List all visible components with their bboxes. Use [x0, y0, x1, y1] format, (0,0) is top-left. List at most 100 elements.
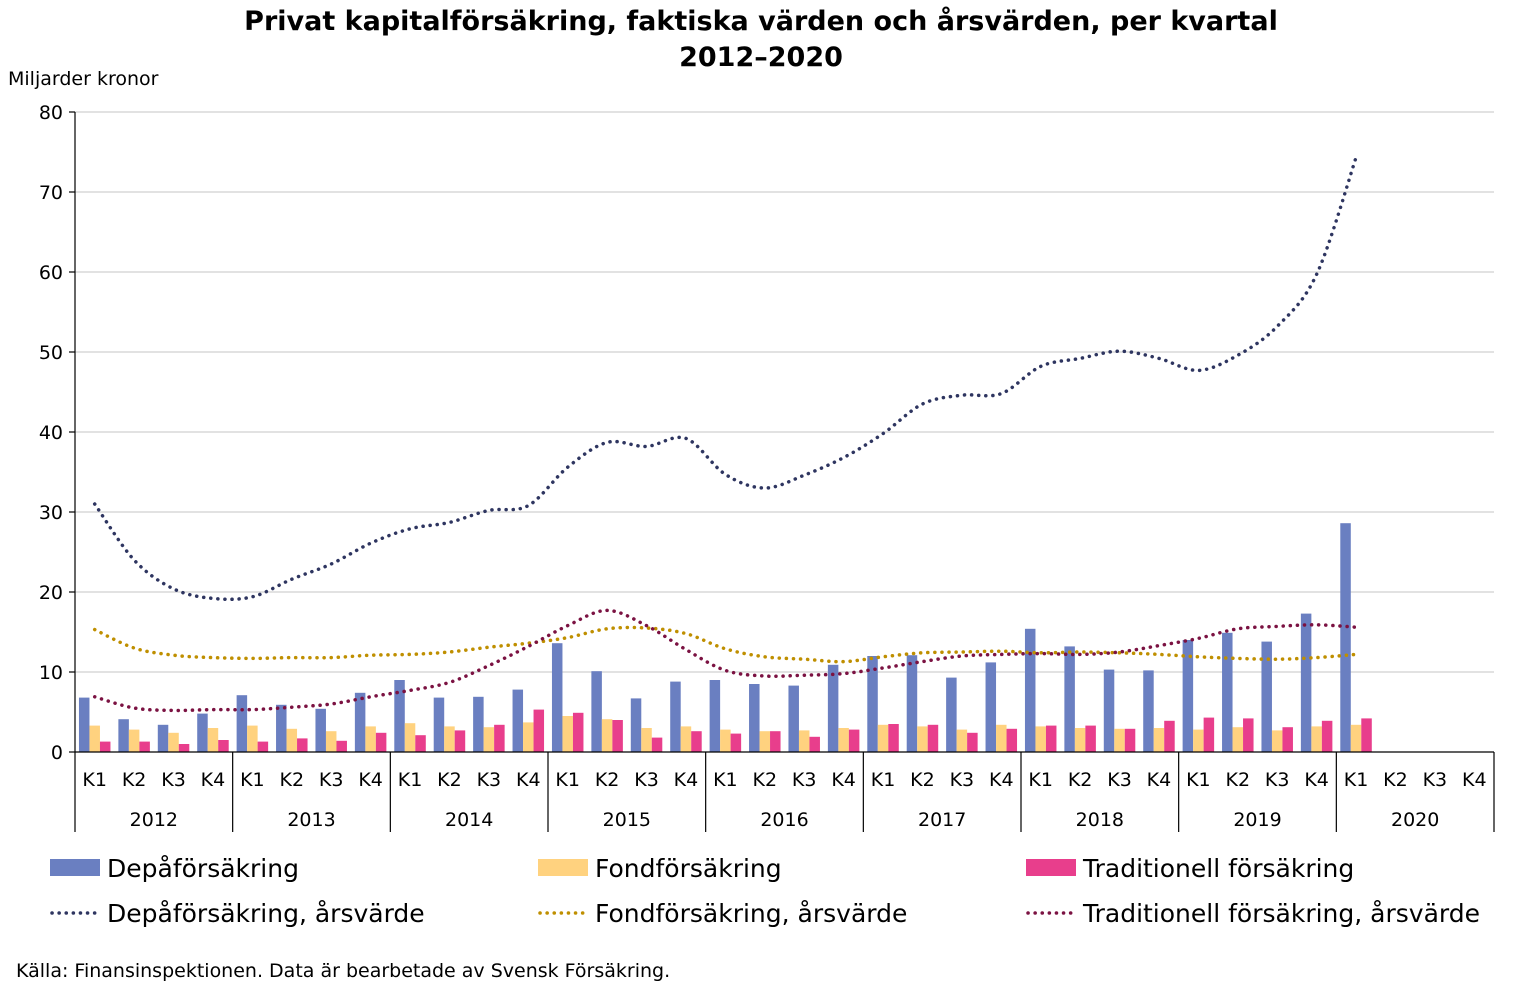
- bar: [1203, 717, 1215, 752]
- x-axis-labels: K1 K2 K3 K4 K1 K2 K3 K4 K1 K2 K3 K4 K1 K2 K3 K4 K1 K2 K3 K4…: [74, 752, 1495, 832]
- year-label: 2020: [1391, 809, 1439, 831]
- legend-label: Depåförsäkring: [107, 854, 299, 883]
- quarter-label: K4: [358, 769, 383, 791]
- bar: [1143, 670, 1154, 752]
- bar: [257, 741, 269, 752]
- y-tick-label: 0: [51, 742, 63, 764]
- quarter-label: K3: [1107, 769, 1132, 791]
- bar: [168, 732, 179, 752]
- bar: [572, 712, 584, 752]
- bar: [512, 689, 524, 752]
- bar: [375, 732, 387, 752]
- y-tick-label: 50: [39, 342, 63, 364]
- bar: [1006, 728, 1018, 752]
- bar: [612, 720, 623, 752]
- bar: [1321, 720, 1333, 752]
- bar: [444, 726, 455, 752]
- quarter-label: K2: [1226, 769, 1251, 791]
- bar: [315, 708, 326, 752]
- gridlines: [75, 111, 1494, 673]
- bar: [236, 695, 248, 752]
- bar: [207, 728, 219, 752]
- year-label: 2013: [287, 809, 335, 831]
- bar: [967, 732, 978, 752]
- bar: [809, 736, 820, 752]
- bar: [838, 728, 849, 752]
- quarter-label: K1: [1028, 769, 1053, 791]
- quarter-label: K3: [319, 769, 344, 791]
- bar: [641, 728, 652, 752]
- legend-swatch: [50, 859, 100, 876]
- bar: [1361, 718, 1372, 752]
- quarter-label: K2: [280, 769, 305, 791]
- bar: [1024, 628, 1036, 752]
- bar: [336, 740, 347, 752]
- bar: [1153, 728, 1165, 752]
- y-tick-label: 20: [39, 582, 63, 604]
- bar: [1045, 725, 1057, 752]
- bar: [827, 664, 839, 752]
- bar: [1350, 724, 1362, 752]
- bar: [247, 725, 258, 752]
- bar: [1232, 727, 1244, 752]
- bar: [1300, 613, 1312, 752]
- quarter-label: K1: [1344, 769, 1369, 791]
- bar: [551, 643, 563, 752]
- bar: [651, 737, 663, 752]
- bar: [415, 735, 426, 752]
- bar: [1340, 523, 1351, 752]
- bar: [1103, 669, 1115, 752]
- quarter-label: K2: [753, 769, 778, 791]
- quarter-label: K1: [398, 769, 423, 791]
- bar: [473, 696, 484, 752]
- bar: [197, 713, 208, 752]
- line-marks: [92, 155, 1358, 713]
- quarter-label: K4: [1462, 769, 1487, 791]
- bar: [1035, 726, 1046, 752]
- bar: [1271, 730, 1283, 752]
- bar: [956, 729, 968, 752]
- quarter-label: K3: [161, 769, 186, 791]
- bar: [1164, 720, 1175, 752]
- bar: [591, 671, 602, 752]
- bar: [730, 733, 742, 752]
- bar: [630, 698, 642, 752]
- bar: [139, 741, 150, 752]
- year-label: 2017: [918, 809, 966, 831]
- bar: [709, 680, 721, 752]
- year-label: 2014: [445, 809, 493, 831]
- quarter-label: K4: [989, 769, 1014, 791]
- quarter-label: K4: [831, 769, 856, 791]
- bar: [523, 722, 534, 752]
- bar: [157, 724, 169, 752]
- bar: [770, 731, 781, 752]
- bar: [454, 730, 466, 752]
- quarter-label: K3: [634, 769, 659, 791]
- year-label: 2015: [603, 809, 651, 831]
- bar: [297, 738, 308, 752]
- quarter-label: K2: [595, 769, 620, 791]
- bar: [1114, 728, 1125, 752]
- bar: [906, 655, 918, 752]
- y-unit-label: Miljarder kronor: [8, 68, 159, 90]
- source-note: Källa: Finansinspektionen. Data är bearb…: [16, 960, 670, 982]
- quarter-label: K2: [910, 769, 935, 791]
- series-line: [92, 608, 1358, 713]
- bar: [533, 709, 545, 752]
- bar: [394, 680, 405, 752]
- quarter-label: K4: [1147, 769, 1172, 791]
- chart-title-line2: 2012–2020: [679, 42, 843, 73]
- y-tick-label: 40: [39, 422, 63, 444]
- quarter-label: K2: [1068, 769, 1093, 791]
- bar: [917, 726, 928, 752]
- bar: [1261, 641, 1272, 752]
- bar: [946, 677, 957, 752]
- bar-marks: [78, 523, 1372, 752]
- bar: [867, 656, 878, 752]
- bar: [877, 724, 889, 752]
- bar: [1074, 728, 1086, 752]
- bar: [759, 731, 771, 752]
- legend-label: Traditionell försäkring, årsvärde: [1082, 899, 1480, 928]
- bar: [562, 716, 573, 752]
- y-tick-label: 60: [39, 262, 63, 284]
